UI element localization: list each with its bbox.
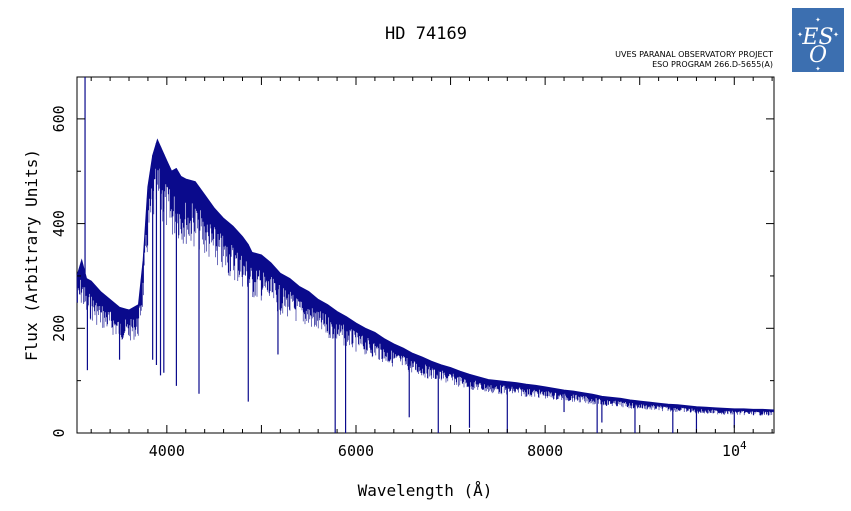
eso-logo: ES O ✦ ✦ ✦ ✦ (792, 8, 844, 74)
svg-text:✦: ✦ (833, 29, 839, 40)
y-tick-label: 400 (50, 210, 68, 237)
y-axis-label: Flux (Arbitrary Units) (22, 149, 41, 361)
project-line-2: ESO PROGRAM 266.D-5655(A) (652, 60, 773, 69)
svg-text:✦: ✦ (797, 29, 803, 40)
x-tick-label: 8000 (527, 442, 563, 460)
project-line-1: UVES PARANAL OBSERVATORY PROJECT (615, 50, 773, 59)
svg-text:✦: ✦ (815, 15, 821, 25)
svg-text:✦: ✦ (815, 64, 821, 74)
plot-frame (76, 76, 775, 434)
spectrum-noise-band (76, 139, 774, 416)
spectrum-line (76, 138, 775, 411)
x-axis-label: Wavelength (Å) (358, 481, 493, 500)
chart-title: HD 74169 (385, 24, 467, 44)
x-tick-label: 4000 (149, 442, 185, 460)
y-tick-label: 200 (50, 315, 68, 342)
svg-text:ES: ES (801, 25, 833, 50)
x-tick-label: 104 (722, 439, 747, 460)
svg-text:O: O (809, 43, 827, 68)
x-tick-label: 6000 (338, 442, 374, 460)
y-tick-label: 0 (50, 428, 68, 437)
y-tick-label: 600 (50, 105, 68, 132)
